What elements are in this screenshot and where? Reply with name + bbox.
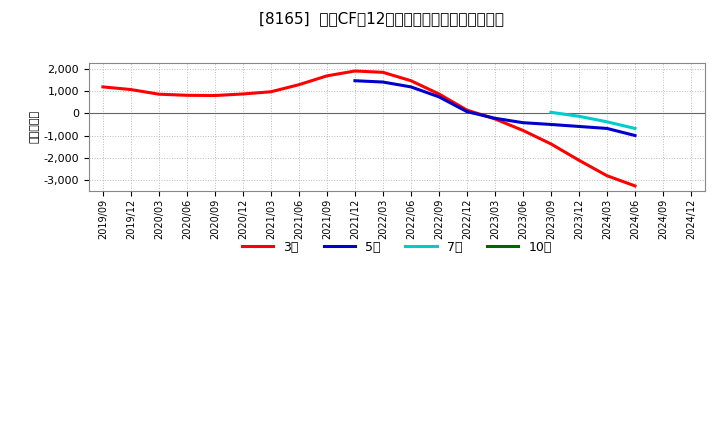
Legend: 3年, 5年, 7年, 10年: 3年, 5年, 7年, 10年 — [237, 236, 557, 259]
Y-axis label: （百万円）: （百万円） — [30, 110, 40, 143]
Text: [8165]  営業CFだ12か月移動合計の平均値の推移: [8165] 営業CFだ12か月移動合計の平均値の推移 — [259, 11, 504, 26]
